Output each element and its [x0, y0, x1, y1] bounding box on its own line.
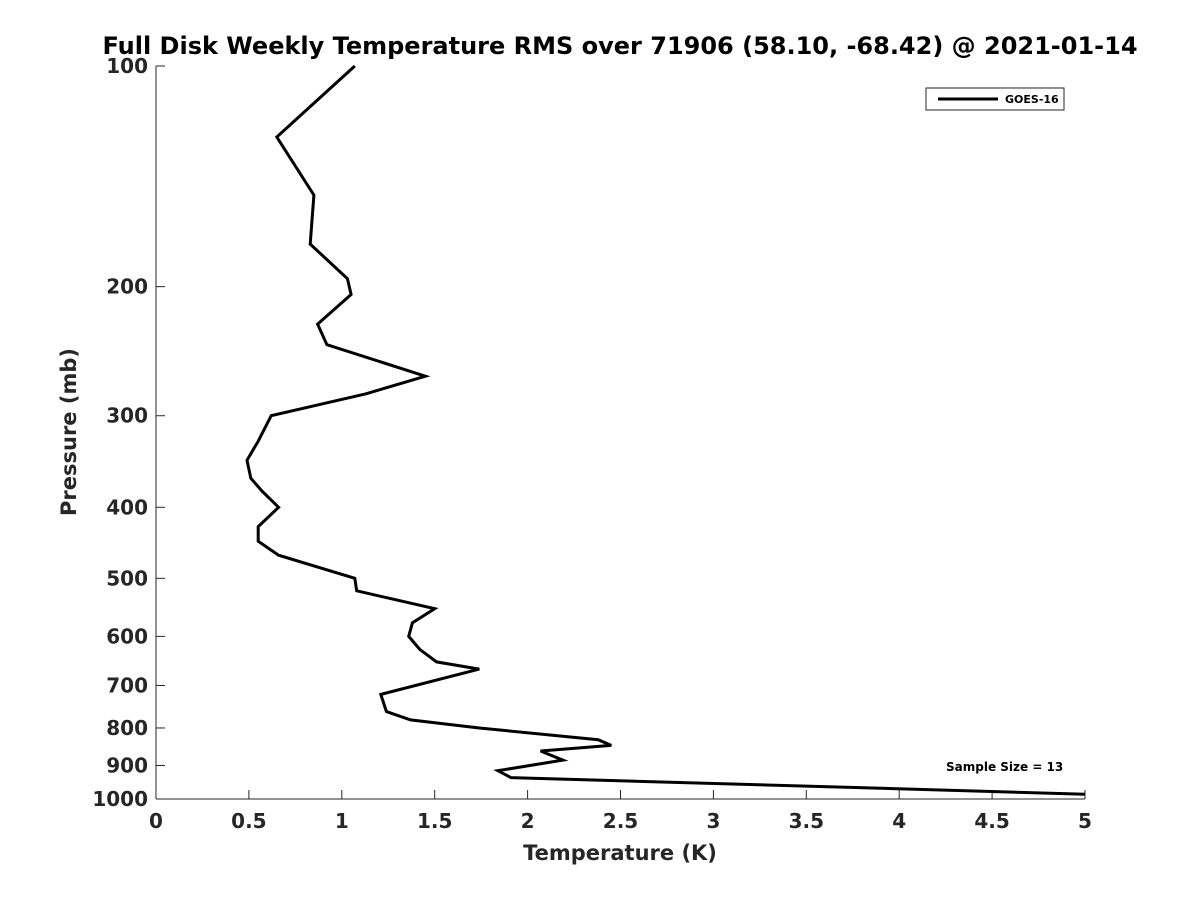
legend: GOES-16 — [925, 87, 1065, 111]
y-tick-label: 1000 — [92, 787, 148, 811]
y-tick-label: 300 — [106, 404, 148, 428]
x-tick-label: 3 — [706, 809, 720, 833]
series-layer — [245, 64, 1086, 796]
x-axis-label: Temperature (K) — [523, 841, 717, 865]
y-axis-label: Pressure (mb) — [57, 348, 81, 516]
x-tick-label: 1 — [335, 809, 349, 833]
x-tick-label: 1.5 — [417, 809, 452, 833]
series-line-goes-16 — [245, 64, 1086, 796]
y-tick-label: 600 — [106, 624, 148, 648]
x-tick-label: 2.5 — [603, 809, 638, 833]
x-tick-label: 4.5 — [974, 809, 1009, 833]
chart-title: Full Disk Weekly Temperature RMS over 71… — [102, 32, 1137, 60]
x-tick-label: 3.5 — [789, 809, 824, 833]
y-tick-label: 200 — [106, 275, 148, 299]
y-tick-label: 900 — [106, 753, 148, 777]
x-tick-label: 0 — [149, 809, 163, 833]
x-tick-label: 5 — [1078, 809, 1092, 833]
y-tick-label: 400 — [106, 495, 148, 519]
y-tick-label: 500 — [106, 566, 148, 590]
y-tick-label: 700 — [106, 673, 148, 697]
legend-label-goes-16: GOES-16 — [1005, 93, 1059, 106]
sample-size-annotation: Sample Size = 13 — [946, 760, 1063, 774]
x-tick-label: 0.5 — [231, 809, 266, 833]
x-tick-label: 2 — [521, 809, 535, 833]
y-tick-label: 800 — [106, 716, 148, 740]
y-tick-label: 100 — [106, 54, 148, 78]
x-tick-label: 4 — [892, 809, 906, 833]
y-axis: 100 200 300 400 500 600 700 800 900 1000 — [92, 54, 165, 811]
x-axis: 0 0.5 1 1.5 2 2.5 3 3.5 4 4.5 5 — [149, 790, 1092, 833]
